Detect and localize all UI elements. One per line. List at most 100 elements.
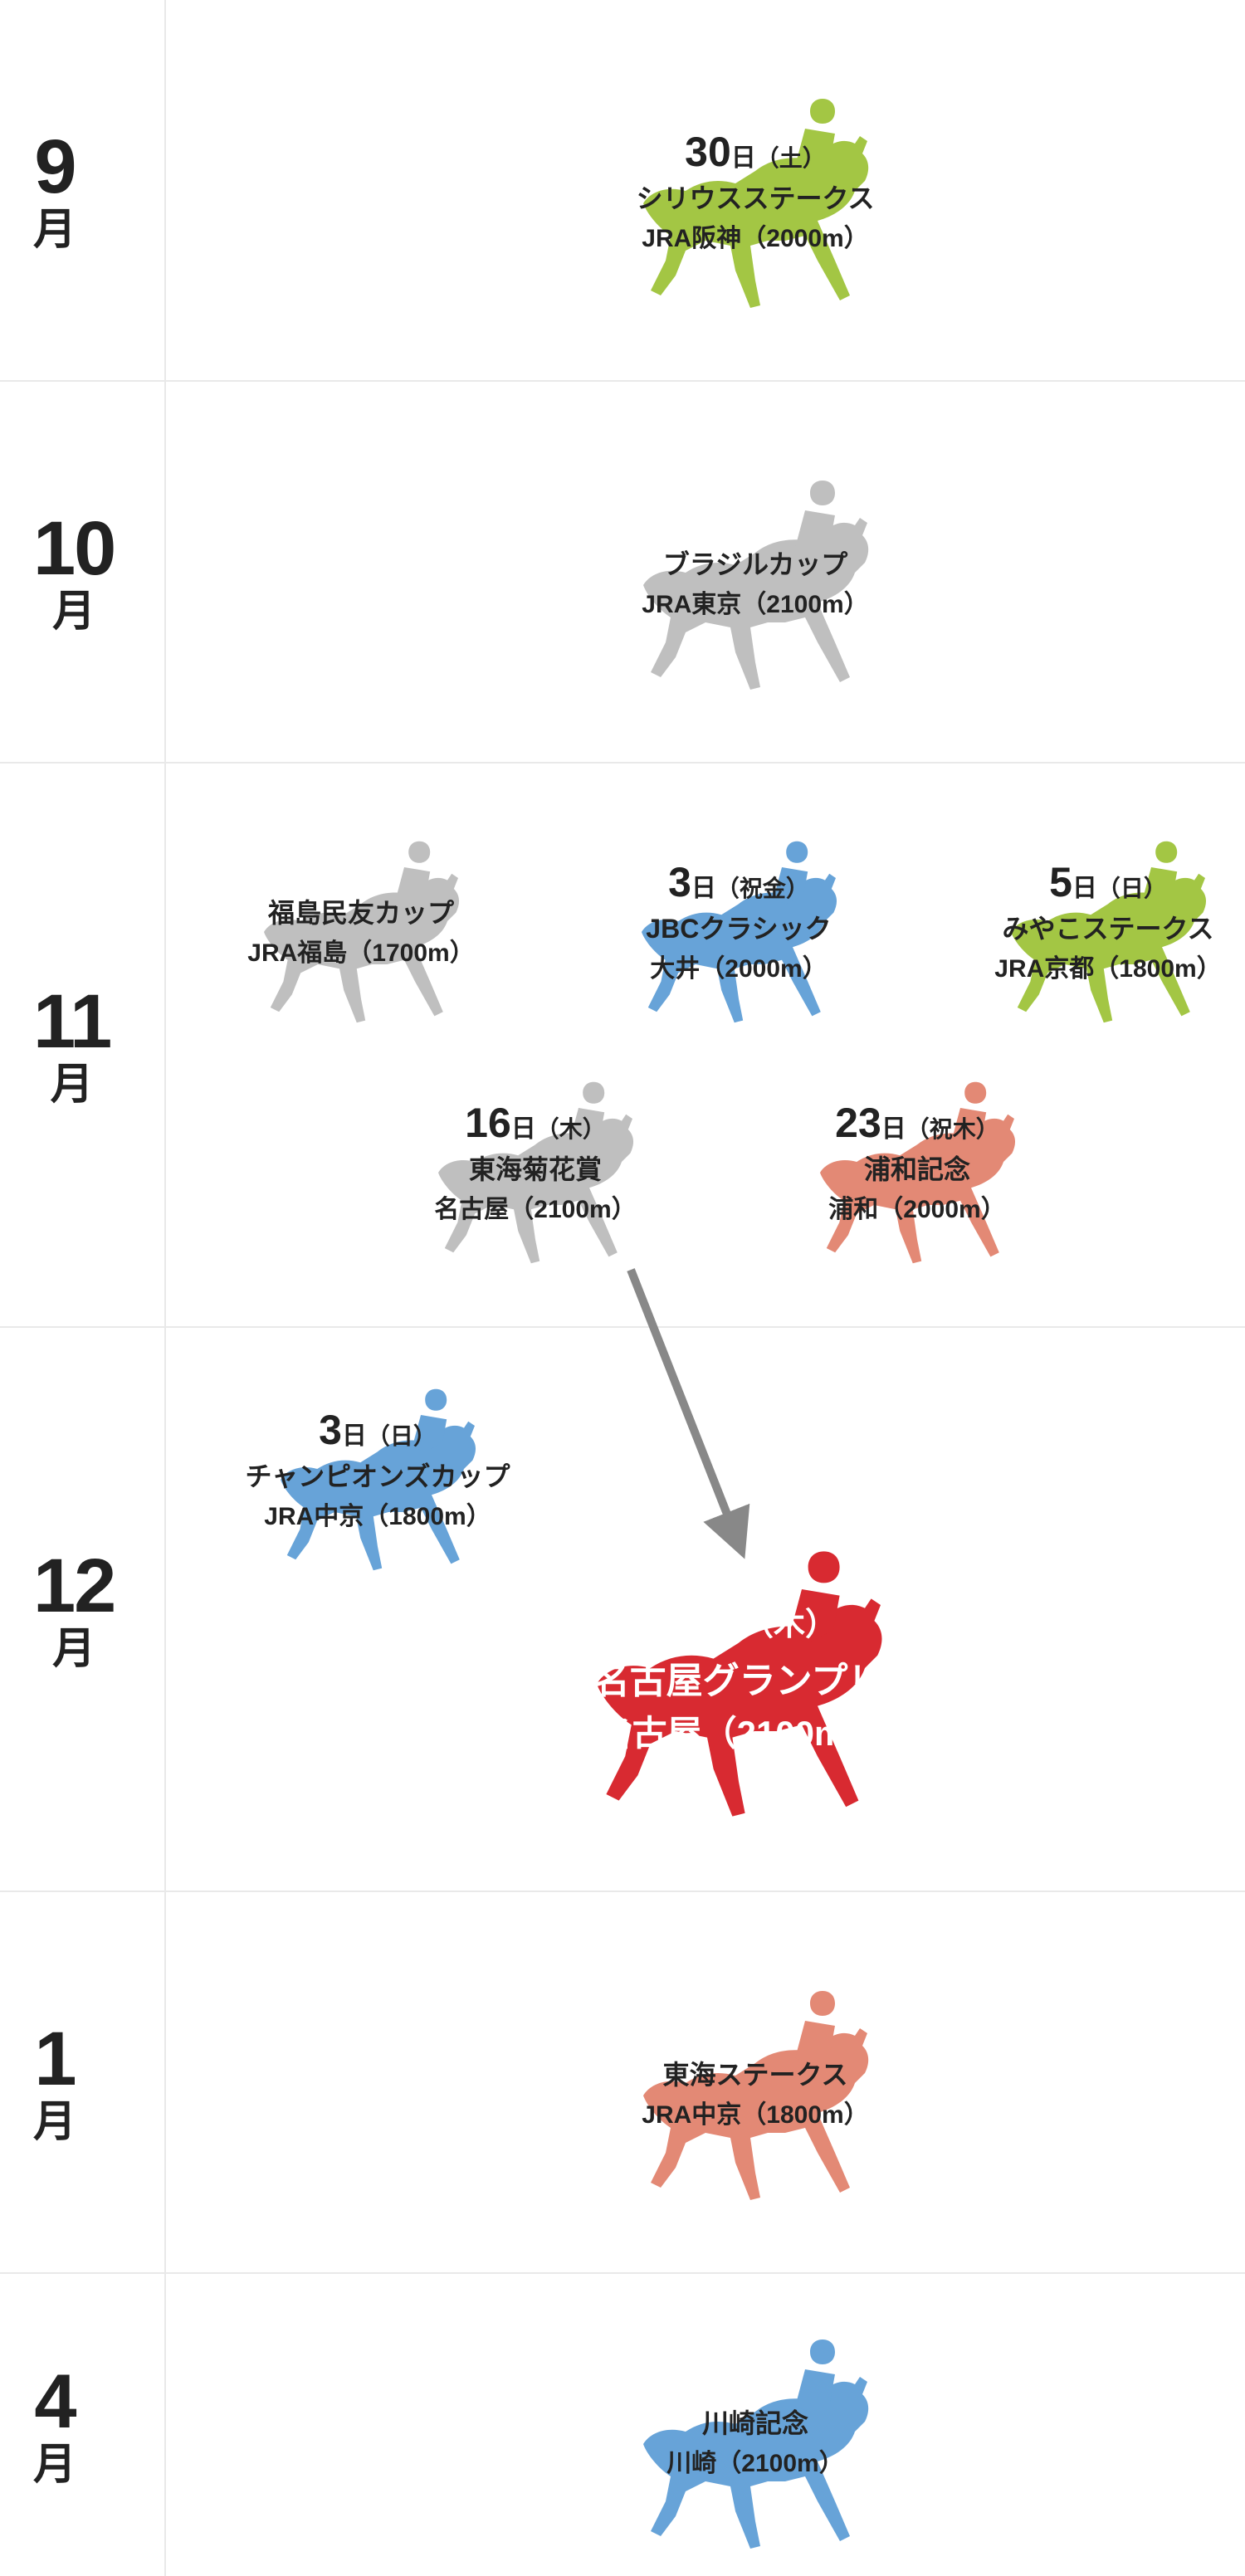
race-date: 3日（日） — [245, 1406, 510, 1454]
month-suffix: 月 — [51, 1063, 94, 1106]
race-date: 30日（土） — [636, 128, 874, 176]
race-name: チャンピオンズカップ — [245, 1456, 510, 1494]
race-text: 3日（日）チャンピオンズカップJRA中京（1800m） — [245, 1406, 510, 1532]
race-venue: JRA阪神（2000m） — [636, 217, 874, 254]
race-text: 3日（祝金）JBCクラシック大井（2000m） — [646, 858, 831, 984]
month-suffix: 月 — [52, 1627, 95, 1671]
race-miyako: 5日（日） みやこステークスJRA京都（1800m） — [930, 813, 1245, 1029]
race-day-of-week: （木） — [536, 1116, 606, 1142]
race-date: 16日（木） — [434, 1099, 636, 1147]
month-number: 11 — [33, 983, 110, 1060]
race-text: 福島民友カップJRA福島（1700m） — [247, 874, 474, 968]
race-venue: JRA中京（1800m） — [245, 1495, 510, 1532]
race-venue: 名古屋（2100m） — [593, 1705, 885, 1756]
race-venue: JRA福島（1700m） — [247, 932, 474, 968]
race-day-of-week: （日） — [367, 1423, 437, 1449]
month-number: 4 — [34, 2364, 75, 2440]
content-column: 東海ステークスJRA中京（1800m） — [166, 1892, 1245, 2272]
race-name: JBCクラシック — [646, 908, 831, 946]
month-suffix: 月 — [33, 208, 76, 251]
race-date-num: 3 — [668, 859, 691, 905]
month-number: 1 — [34, 2021, 75, 2097]
race-text: 30日（土）シリウスステークスJRA阪神（2000m） — [636, 128, 874, 254]
race-text: 21日（木）名古屋グランプリ名古屋（2100m） — [593, 1581, 885, 1756]
race-kawasaki: 川崎記念川崎（2100m） — [540, 2307, 971, 2556]
race-day-of-week: （日） — [1097, 876, 1167, 901]
race-nagoyagp: 21日（木）名古屋グランプリ名古屋（2100m） — [473, 1510, 1004, 1826]
race-name: 川崎記念 — [666, 2403, 843, 2441]
month-column: 9月 — [0, 0, 166, 380]
race-date-suffix: 日 — [731, 144, 756, 172]
race-date-suffix: 日 — [707, 1603, 742, 1642]
race-date-suffix: 日 — [881, 1115, 906, 1143]
month-row-10: 10月 ブラジルカップJRA東京（2100m） — [0, 382, 1245, 764]
month-column: 12月 — [0, 1328, 166, 1891]
month-number: 12 — [33, 1548, 115, 1624]
race-date: 21日（木） — [593, 1581, 885, 1649]
race-brazil: ブラジルカップJRA東京（2100m） — [540, 448, 971, 697]
race-venue: 浦和（2000m） — [828, 1188, 1005, 1225]
race-text: 東海ステークスJRA中京（1800m） — [642, 2036, 868, 2130]
race-name: ブラジルカップ — [642, 544, 868, 582]
race-date-num: 3 — [319, 1407, 342, 1453]
race-venue: JRA京都（1800m） — [994, 948, 1221, 984]
race-date-suffix: 日 — [1072, 875, 1097, 902]
race-day-of-week: （祝木） — [906, 1116, 999, 1142]
race-name: 浦和記念 — [828, 1149, 1005, 1187]
race-text: 16日（木）東海菊花賞名古屋（2100m） — [434, 1099, 636, 1225]
race-text: 23日（祝木）浦和記念浦和（2000m） — [828, 1099, 1005, 1225]
race-sirius: 30日（土）シリウスステークスJRA阪神（2000m） — [540, 66, 971, 315]
month-label: 9月 — [33, 129, 76, 251]
race-date: 3日（祝金） — [646, 858, 831, 906]
race-venue: JRA東京（2100m） — [642, 583, 868, 620]
race-name: シリウスステークス — [636, 178, 874, 216]
race-venue: 名古屋（2100m） — [434, 1188, 636, 1225]
race-urawa: 23日（祝木）浦和記念浦和（2000m） — [739, 1054, 1096, 1270]
month-label: 1月 — [33, 2021, 76, 2144]
month-suffix: 月 — [33, 2100, 76, 2144]
month-row-11: 11月福島民友カップJRA福島（1700m）3日（祝金）JBCクラシック大井（2… — [0, 764, 1245, 1328]
race-date-num: 23 — [835, 1100, 881, 1146]
race-date: 23日（祝木） — [828, 1099, 1005, 1147]
race-date-suffix: 日 — [511, 1115, 536, 1143]
race-day-of-week: （祝金） — [716, 876, 809, 901]
month-row-1: 1月 東海ステークスJRA中京（1800m） — [0, 1892, 1245, 2274]
race-tokaikikka: 16日（木）東海菊花賞名古屋（2100m） — [357, 1054, 714, 1270]
race-venue: 大井（2000m） — [646, 948, 831, 984]
month-label: 12月 — [33, 1548, 115, 1671]
month-suffix: 月 — [33, 2443, 76, 2486]
month-number: 10 — [33, 510, 115, 587]
race-name: 名古屋グランプリ — [593, 1651, 885, 1704]
race-day-of-week: （土） — [756, 145, 826, 171]
month-row-4: 4月 川崎記念川崎（2100m） — [0, 2274, 1245, 2576]
month-column: 10月 — [0, 382, 166, 762]
month-number: 9 — [34, 129, 75, 205]
race-date-num: 21 — [641, 1582, 707, 1648]
month-label: 10月 — [33, 510, 115, 633]
month-label: 11月 — [33, 983, 110, 1106]
month-column: 1月 — [0, 1892, 166, 2272]
race-date-num: 5 — [1049, 859, 1072, 905]
race-day-of-week: （木） — [742, 1608, 837, 1642]
race-date-suffix: 日 — [691, 875, 716, 902]
content-column: 3日（日）チャンピオンズカップJRA中京（1800m）21日（木）名古屋グランプ… — [166, 1328, 1245, 1891]
race-text: ブラジルカップJRA東京（2100m） — [642, 525, 868, 620]
race-fukushima: 福島民友カップJRA福島（1700m） — [183, 813, 540, 1029]
race-text: 5日（日） みやこステークスJRA京都（1800m） — [994, 858, 1221, 984]
race-tokai: 東海ステークスJRA中京（1800m） — [540, 1959, 971, 2208]
race-venue: 川崎（2100m） — [666, 2442, 843, 2479]
race-text: 川崎記念川崎（2100m） — [666, 2384, 843, 2479]
month-column: 11月 — [0, 764, 166, 1326]
content-column: 30日（土）シリウスステークスJRA阪神（2000m） — [166, 0, 1245, 380]
content-column: 川崎記念川崎（2100m） — [166, 2274, 1245, 2576]
race-name: 東海菊花賞 — [434, 1149, 636, 1187]
race-date-suffix: 日 — [342, 1422, 367, 1450]
month-row-9: 9月30日（土）シリウスステークスJRA阪神（2000m） — [0, 0, 1245, 382]
race-date-num: 30 — [685, 129, 731, 175]
race-name: みやこステークス — [994, 908, 1221, 946]
content-column: ブラジルカップJRA東京（2100m） — [166, 382, 1245, 762]
race-timeline: 9月30日（土）シリウスステークスJRA阪神（2000m）10月ブラジルカップJ… — [0, 0, 1245, 2576]
month-suffix: 月 — [52, 590, 95, 633]
race-name: 福島民友カップ — [247, 892, 474, 930]
month-column: 4月 — [0, 2274, 166, 2576]
